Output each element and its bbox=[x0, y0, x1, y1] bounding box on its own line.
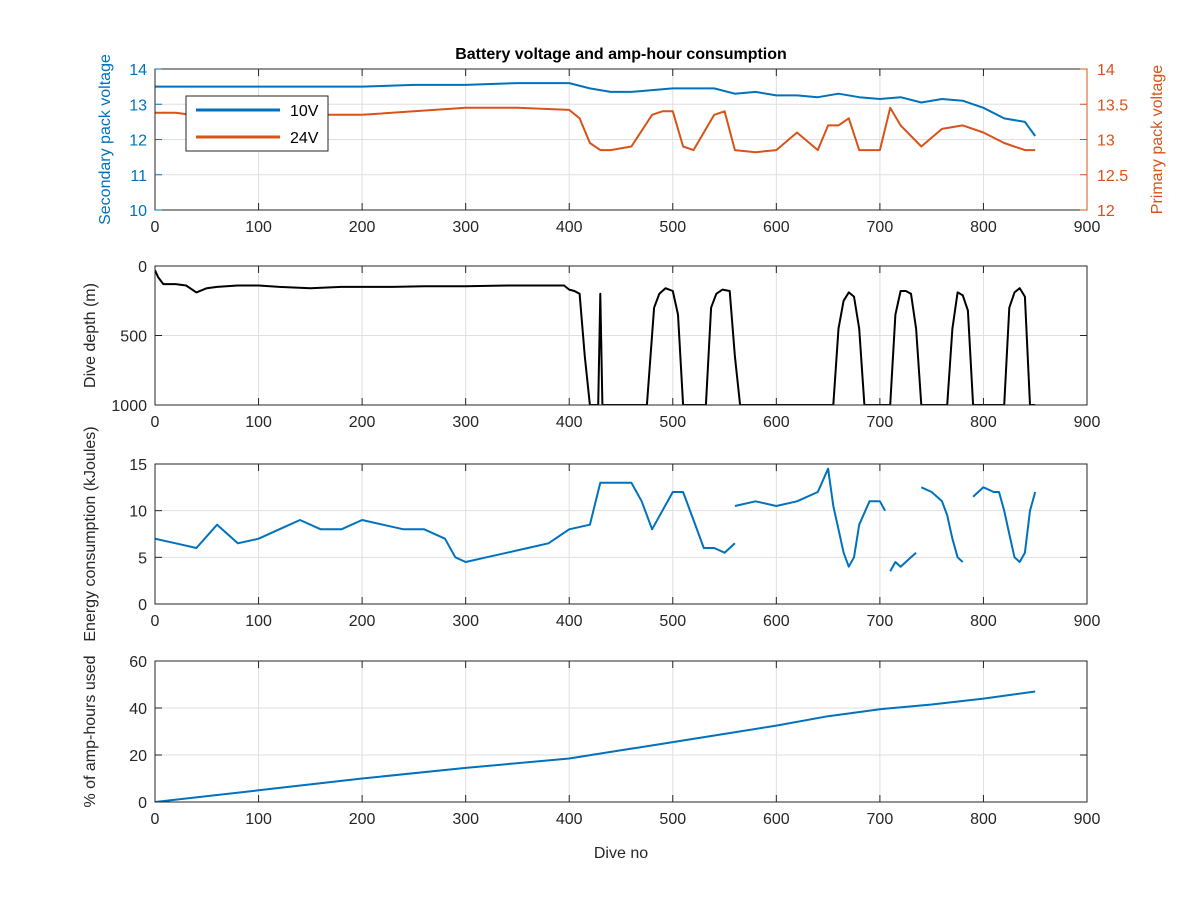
x-tick-label: 700 bbox=[867, 219, 894, 236]
series-line-24v bbox=[155, 106, 1036, 154]
x-tick-label: 400 bbox=[556, 613, 583, 630]
x-tick-label: 100 bbox=[245, 414, 272, 431]
x-tick-label: 500 bbox=[659, 414, 686, 431]
y-axis-label: % of amp-hours used bbox=[82, 655, 99, 807]
y-tick-label: 5 bbox=[138, 550, 147, 567]
x-tick-label: 500 bbox=[659, 219, 686, 236]
x-tick-label: 800 bbox=[970, 414, 997, 431]
amphours-panel: 0 100 200 300 400 500 600 700 800 900 0 20 40 60 % of … bbox=[82, 654, 1100, 862]
y-tick-label: 10 bbox=[129, 504, 147, 521]
y-tick-label: 60 bbox=[129, 654, 147, 671]
plot-area bbox=[155, 690, 1036, 802]
y-tick-label: 0 bbox=[138, 597, 147, 614]
depth-panel: 0 100 200 300 400 500 600 700 800 900 0 500 1000 Dive… bbox=[82, 259, 1100, 431]
y-right-axis-label: Primary pack voltage bbox=[1149, 65, 1166, 214]
axes-box bbox=[154, 660, 1088, 803]
y-tick-label: 500 bbox=[120, 329, 147, 346]
x-tick-label: 700 bbox=[867, 613, 894, 630]
series-line-p2-s0 bbox=[155, 481, 736, 563]
x-tick-label: 800 bbox=[970, 219, 997, 236]
x-tick-label: 0 bbox=[151, 219, 160, 236]
x-tick-label: 600 bbox=[763, 219, 790, 236]
y-tick-label: 1000 bbox=[111, 398, 147, 415]
y-tick-label: 0 bbox=[138, 259, 147, 276]
x-tick-label: 200 bbox=[349, 613, 376, 630]
y-right-tick-label: 13.5 bbox=[1097, 97, 1128, 114]
x-tick-label: 0 bbox=[151, 613, 160, 630]
x-tick-label: 0 bbox=[151, 414, 160, 431]
x-tick-label: 300 bbox=[452, 219, 479, 236]
x-tick-label: 800 bbox=[970, 811, 997, 828]
legend-box bbox=[185, 95, 329, 152]
y-right-tick-label: 13 bbox=[1097, 133, 1115, 150]
voltage-panel: 0 100 200 300 400 500 600 700 800 900 10 11 12 13 14 Se… bbox=[97, 46, 1166, 236]
plot-area bbox=[155, 269, 1036, 405]
x-tick-label: 100 bbox=[245, 219, 272, 236]
y-tick-label: 0 bbox=[138, 795, 147, 812]
y-right-tick-label: 14 bbox=[1097, 62, 1115, 79]
legend-label-10v: 10V bbox=[290, 103, 319, 120]
series-line-10v bbox=[155, 82, 1037, 137]
x-tick-label: 900 bbox=[1074, 414, 1101, 431]
y-right-tick-label: 12.5 bbox=[1097, 168, 1128, 185]
y-tick-label: 10 bbox=[129, 203, 147, 220]
series-line-p2-s0 bbox=[972, 486, 1037, 563]
x-axis-label: Dive no bbox=[594, 845, 648, 862]
plot-area bbox=[155, 467, 1037, 572]
series-line-p2-s0 bbox=[734, 467, 886, 568]
series-line-p3-s0 bbox=[155, 690, 1036, 802]
x-tick-label: 300 bbox=[452, 811, 479, 828]
energy-panel: 0 100 200 300 400 500 600 700 800 900 0 5 10 15 Energy… bbox=[82, 426, 1100, 641]
y-tick-label: 11 bbox=[130, 168, 147, 185]
x-tick-label: 900 bbox=[1074, 219, 1101, 236]
x-tick-label: 500 bbox=[659, 613, 686, 630]
x-tick-label: 600 bbox=[763, 414, 790, 431]
series-line-p2-s0 bbox=[889, 551, 917, 572]
y-axis-label: Energy consumption (kJoules) bbox=[82, 426, 99, 641]
x-tick-label: 300 bbox=[452, 613, 479, 630]
x-tick-label: 700 bbox=[867, 811, 894, 828]
x-tick-label: 600 bbox=[763, 811, 790, 828]
y-axis-label: Dive depth (m) bbox=[82, 283, 99, 388]
chart-title: Battery voltage and amp-hour consumption bbox=[455, 46, 787, 63]
y-tick-label: 12 bbox=[129, 133, 147, 150]
legend-label-24v: 24V bbox=[290, 130, 319, 147]
x-tick-label: 0 bbox=[151, 811, 160, 828]
x-tick-label: 100 bbox=[245, 613, 272, 630]
y-axis-label: Secondary pack voltage bbox=[97, 54, 114, 225]
x-tick-label: 400 bbox=[556, 219, 583, 236]
x-tick-label: 700 bbox=[867, 414, 894, 431]
y-right-tick-label: 12 bbox=[1097, 203, 1115, 220]
series-line-p2-s0 bbox=[920, 486, 964, 563]
x-tick-label: 100 bbox=[245, 811, 272, 828]
y-tick-label: 14 bbox=[129, 62, 147, 79]
x-tick-label: 900 bbox=[1074, 613, 1101, 630]
y-tick-label: 40 bbox=[129, 701, 147, 718]
legend: 10V 24V bbox=[185, 95, 329, 152]
x-tick-label: 200 bbox=[349, 414, 376, 431]
x-tick-label: 900 bbox=[1074, 811, 1101, 828]
x-tick-label: 800 bbox=[970, 613, 997, 630]
series-line-p1-s0 bbox=[155, 269, 1036, 405]
y-tick-label: 15 bbox=[129, 457, 147, 474]
y-tick-label: 13 bbox=[129, 97, 147, 114]
x-tick-label: 300 bbox=[452, 414, 479, 431]
x-tick-label: 200 bbox=[349, 219, 376, 236]
plot-area bbox=[155, 82, 1037, 154]
x-tick-label: 500 bbox=[659, 811, 686, 828]
x-tick-label: 400 bbox=[556, 811, 583, 828]
axes-box bbox=[154, 463, 1088, 605]
x-tick-label: 400 bbox=[556, 414, 583, 431]
x-tick-label: 200 bbox=[349, 811, 376, 828]
x-tick-label: 600 bbox=[763, 613, 790, 630]
y-tick-label: 20 bbox=[129, 748, 147, 765]
